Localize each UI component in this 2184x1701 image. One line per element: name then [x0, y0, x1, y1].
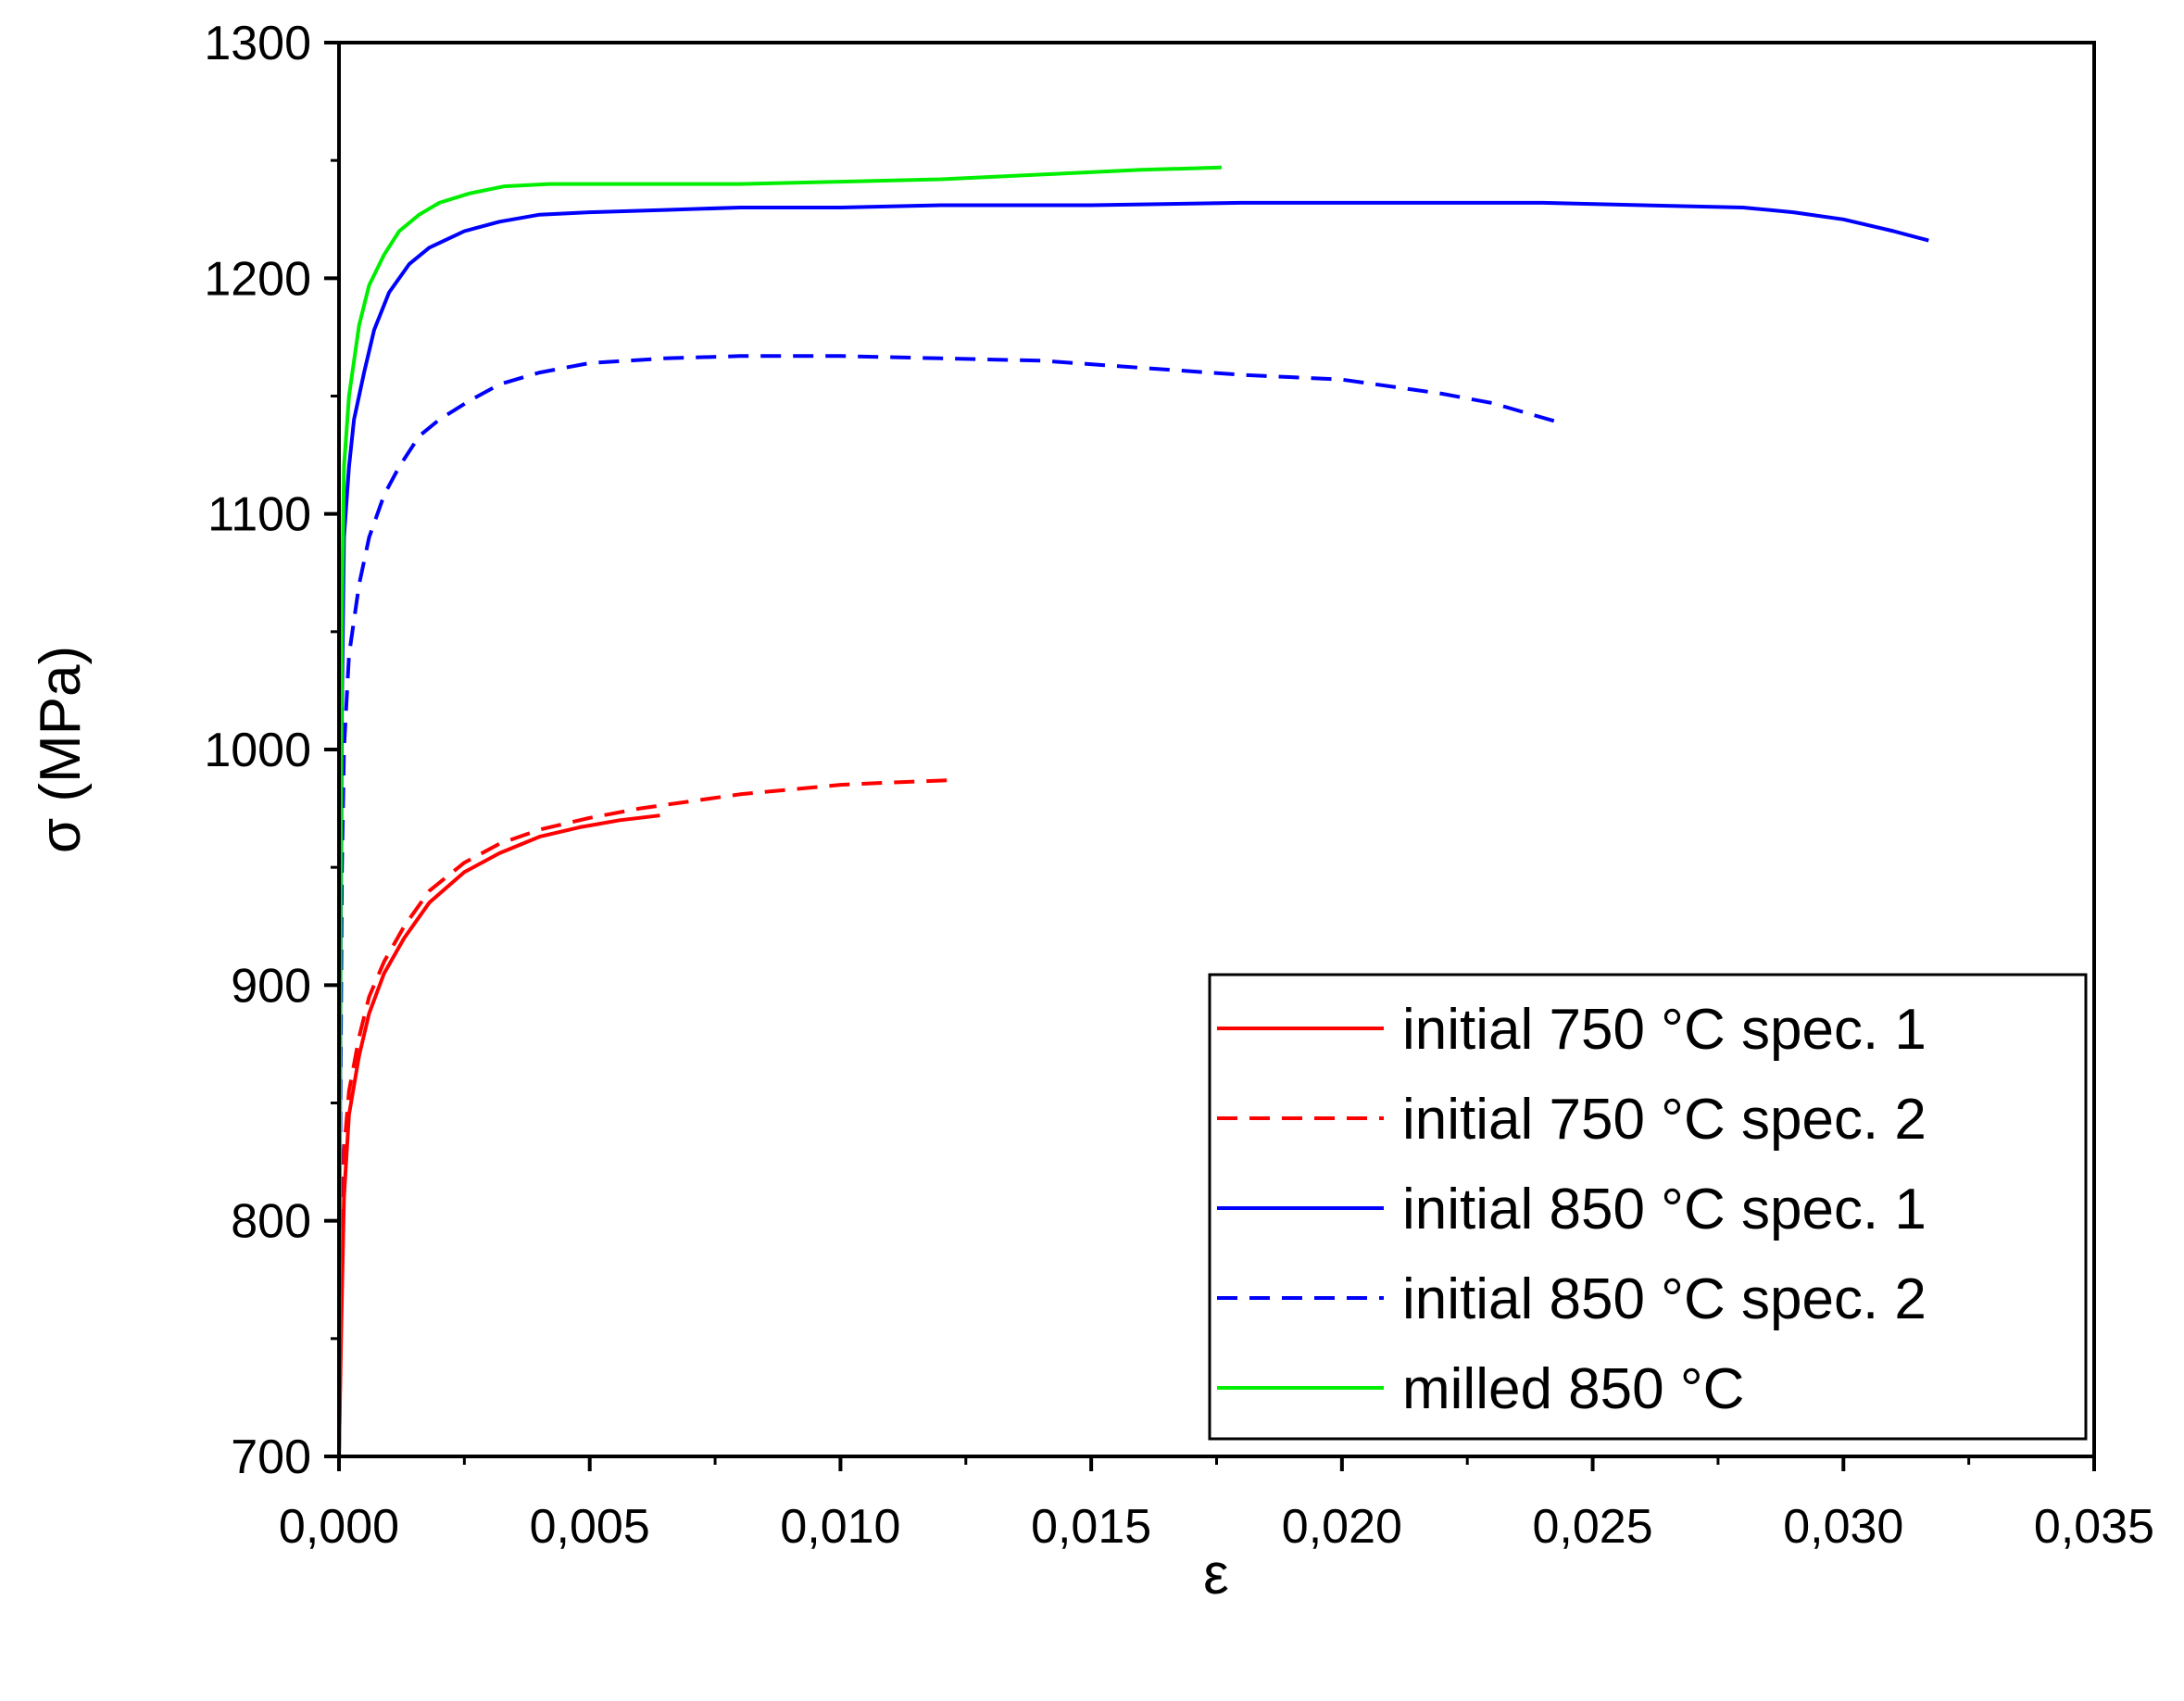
y-tick-label: 1100 [207, 488, 311, 542]
series-line-1 [337, 813, 660, 1457]
y-axis-title: σ (MPa) [29, 646, 93, 853]
legend-label: initial 850 °C spec. 1 [1402, 1178, 1927, 1241]
series-lines [337, 165, 1929, 1457]
y-tick-label: 700 [231, 1430, 311, 1484]
y-tick-label: 1200 [204, 252, 311, 306]
x-tick-label: 0,000 [279, 1500, 399, 1554]
x-tick-label: 0,015 [1031, 1500, 1151, 1554]
series-line-5 [337, 165, 1222, 1457]
series-line-2 [337, 778, 951, 1457]
y-tick-label: 1300 [204, 17, 311, 70]
legend-label: initial 750 °C spec. 2 [1402, 1088, 1927, 1152]
x-tick-label: 0,025 [1533, 1500, 1653, 1554]
x-tick-label: 0,030 [1783, 1500, 1903, 1554]
series-line-4 [337, 354, 1559, 1457]
legend-items: initial 750 °C spec. 1 initial 750 °C spe… [1217, 998, 1927, 1421]
legend-label: milled 850 °C [1402, 1357, 1744, 1421]
x-tick-label: 0,005 [530, 1500, 650, 1554]
x-tick-label: 0,010 [780, 1500, 900, 1554]
y-tick-label: 900 [231, 959, 311, 1013]
y-tick-label: 800 [231, 1195, 311, 1249]
x-tick-label: 0,035 [2034, 1500, 2154, 1554]
y-tick-label: 1000 [204, 724, 311, 777]
x-tick-label: 0,020 [1282, 1500, 1402, 1554]
legend: initial 750 °C spec. 1 initial 750 °C spe… [1208, 973, 2088, 1441]
series-line-3 [337, 200, 1929, 1457]
x-axis-title: ε [1203, 1543, 1229, 1606]
legend-label: initial 750 °C spec. 1 [1402, 998, 1927, 1062]
y-axis-ticks: 700 800 900 1000 1100 1200 1300 [204, 17, 339, 1484]
legend-label: initial 850 °C spec. 2 [1402, 1267, 1927, 1331]
x-axis-ticks: 0,000 0,005 0,010 0,015 0,020 0,025 0,030 0,035 [279, 1456, 2154, 1554]
